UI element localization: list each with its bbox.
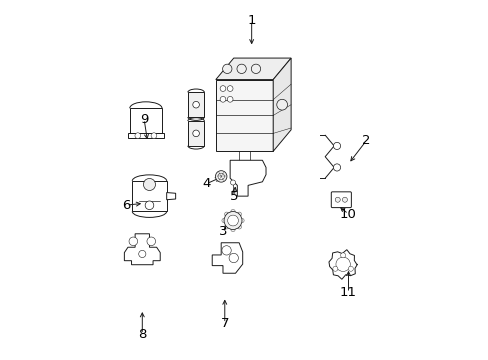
Circle shape (251, 64, 260, 73)
Circle shape (237, 212, 241, 216)
Circle shape (135, 133, 141, 139)
Circle shape (230, 180, 235, 185)
Circle shape (220, 96, 225, 102)
Circle shape (139, 250, 145, 257)
Circle shape (230, 210, 235, 214)
Polygon shape (212, 243, 242, 273)
Text: 1: 1 (247, 14, 255, 27)
Text: 8: 8 (138, 328, 146, 341)
Circle shape (237, 64, 246, 73)
Polygon shape (328, 250, 357, 279)
Circle shape (342, 197, 346, 202)
Bar (129, 108, 162, 134)
Circle shape (129, 237, 137, 246)
Polygon shape (273, 58, 290, 151)
Circle shape (224, 212, 242, 229)
Circle shape (218, 173, 224, 180)
Polygon shape (124, 234, 160, 265)
Circle shape (340, 253, 345, 258)
Circle shape (227, 86, 233, 91)
Text: 11: 11 (339, 287, 356, 300)
Circle shape (147, 237, 155, 246)
Circle shape (237, 225, 241, 229)
Bar (187, 121, 204, 146)
Circle shape (227, 215, 238, 226)
Circle shape (222, 64, 231, 73)
Text: 10: 10 (339, 208, 356, 221)
Circle shape (239, 219, 244, 223)
Circle shape (333, 164, 340, 171)
Circle shape (215, 171, 226, 182)
Text: 6: 6 (122, 199, 130, 212)
Polygon shape (230, 160, 265, 196)
FancyBboxPatch shape (330, 192, 351, 208)
Circle shape (192, 102, 199, 108)
Circle shape (224, 225, 228, 229)
Polygon shape (215, 80, 273, 151)
Circle shape (276, 99, 287, 110)
Circle shape (227, 96, 233, 102)
Circle shape (143, 179, 155, 190)
Polygon shape (166, 193, 175, 200)
Text: 5: 5 (230, 190, 238, 203)
Circle shape (335, 197, 340, 202)
Circle shape (230, 227, 235, 231)
Polygon shape (215, 58, 290, 80)
Text: 2: 2 (362, 134, 370, 147)
Text: 4: 4 (202, 177, 211, 190)
Circle shape (335, 257, 349, 271)
Circle shape (332, 266, 337, 271)
Circle shape (347, 266, 353, 271)
Circle shape (333, 142, 340, 149)
Text: 7: 7 (220, 317, 228, 330)
Bar (187, 92, 204, 117)
Circle shape (145, 201, 153, 210)
Circle shape (228, 253, 238, 263)
Circle shape (224, 212, 228, 216)
Bar (128, 134, 163, 138)
Bar (132, 181, 166, 211)
Circle shape (222, 219, 226, 223)
Circle shape (222, 246, 231, 255)
Circle shape (151, 133, 157, 139)
Circle shape (220, 86, 225, 91)
Text: 3: 3 (218, 225, 227, 238)
Text: 9: 9 (140, 113, 148, 126)
Circle shape (192, 130, 199, 137)
